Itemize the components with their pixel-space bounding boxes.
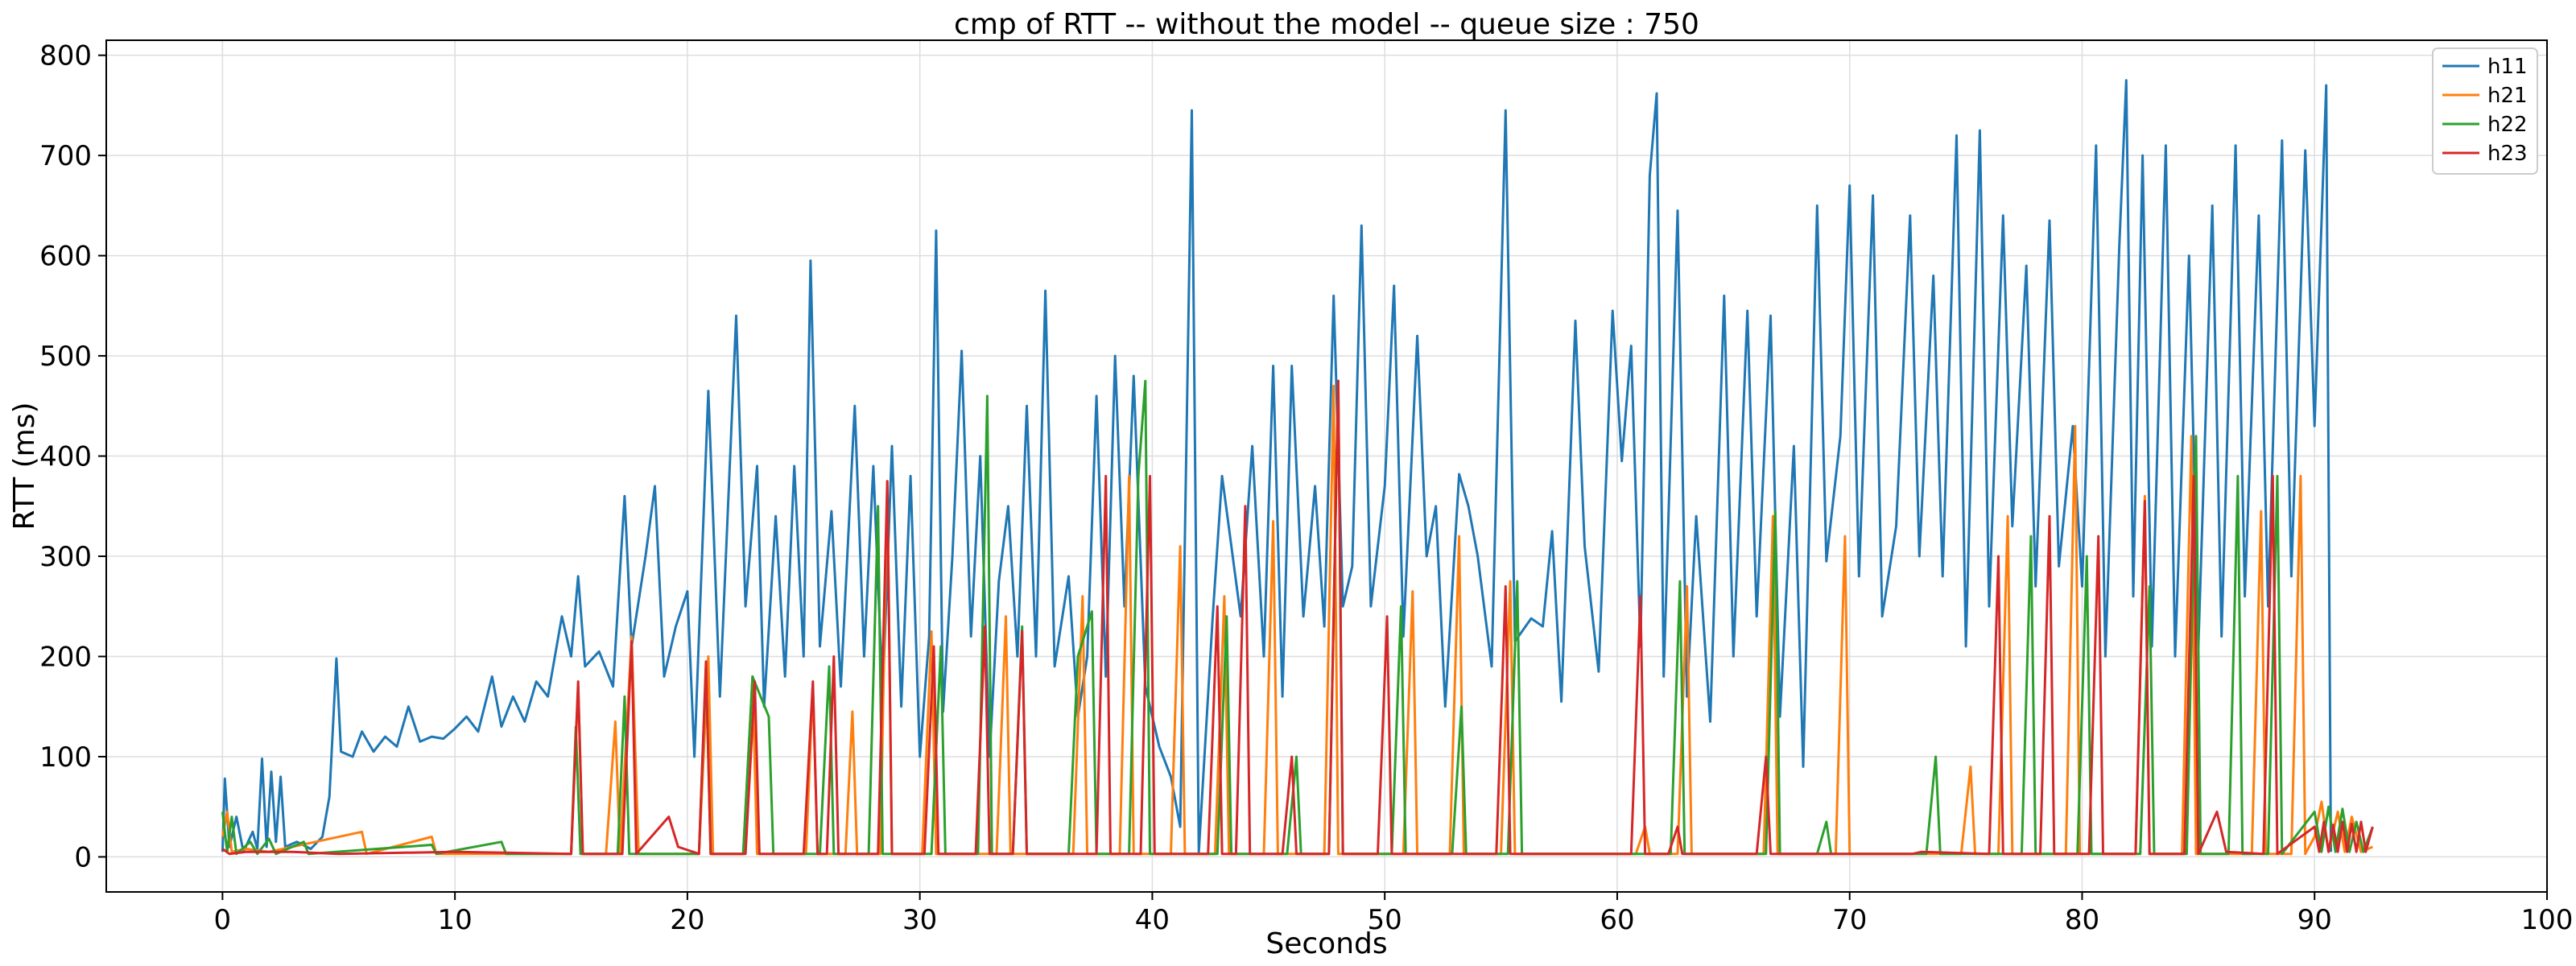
plot-area [105, 39, 2548, 893]
y-tick-label: 400 [39, 441, 92, 473]
x-tick-label: 50 [1368, 904, 1402, 936]
chart-title: cmp of RTT -- without the model -- queue… [954, 8, 1699, 41]
legend-label-h22: h22 [2487, 113, 2528, 137]
y-tick-label: 800 [39, 40, 92, 72]
series-line-h11 [221, 79, 2332, 853]
y-axis-ticks: 0 100 200 300 400 500 600 700 800 [39, 40, 106, 873]
x-tick-label: 80 [2065, 904, 2099, 936]
x-axis-label: Seconds [1265, 927, 1387, 960]
x-tick-label: 0 [214, 904, 232, 936]
x-tick-label: 40 [1135, 904, 1170, 936]
series-lines [221, 79, 2374, 856]
y-tick-label: 600 [39, 241, 92, 273]
legend-label-h23: h23 [2487, 142, 2528, 166]
y-tick-label: 300 [39, 541, 92, 573]
x-tick-label: 100 [2521, 904, 2574, 936]
series-line-h23 [221, 379, 2374, 856]
y-tick-label: 700 [39, 140, 92, 172]
legend: h11 h21 h22 h23 [2432, 47, 2538, 175]
legend-label-h11: h11 [2487, 55, 2528, 79]
y-tick-label: 100 [39, 741, 92, 774]
x-axis-ticks: 0 10 20 30 40 50 60 70 80 90 100 [214, 892, 2574, 936]
y-tick-label: 200 [39, 641, 92, 673]
legend-label-h21: h21 [2487, 84, 2528, 108]
x-tick-label: 30 [902, 904, 937, 936]
x-tick-label: 90 [2297, 904, 2332, 936]
x-tick-label: 60 [1600, 904, 1634, 936]
x-tick-label: 10 [438, 904, 473, 936]
x-tick-label: 20 [670, 904, 704, 936]
x-tick-label: 70 [1832, 904, 1867, 936]
legend-box [2432, 47, 2538, 175]
y-axis-label: RTT (ms) [8, 402, 41, 530]
y-tick-label: 500 [39, 341, 92, 373]
y-tick-label: 0 [74, 841, 92, 873]
